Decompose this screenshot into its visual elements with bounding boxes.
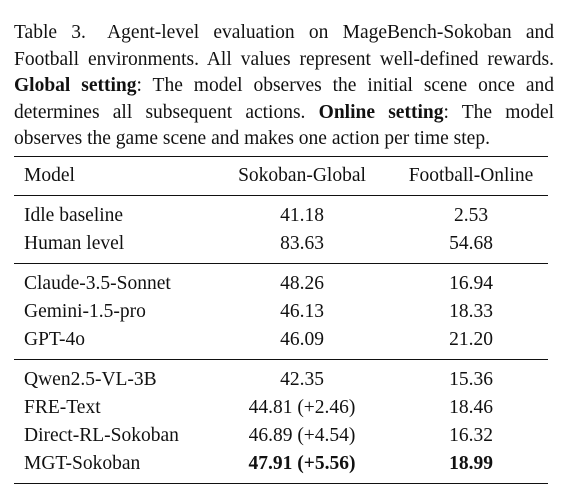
row-football: 18.46: [449, 397, 493, 418]
results-table: Model Sokoban-Global Football-Online Idl…: [14, 156, 548, 484]
row-football: 16.32: [449, 425, 493, 446]
online-setting-text: : The model observes the game scene and …: [14, 101, 555, 150]
row-model: Qwen2.5-VL-3B: [24, 369, 157, 390]
row-sokoban: 42.35: [280, 369, 324, 390]
row-sokoban-best: 47.91 (+5.56): [248, 453, 356, 474]
group-baselines: Idle baseline 41.18 2.53 Human level 83.…: [14, 195, 548, 264]
row-football: 15.36: [449, 369, 493, 390]
row-sokoban: 46.89 (+4.54): [248, 425, 356, 446]
group-proprietary-models: Claude-3.5-Sonnet 48.26 16.94 Gemini-1.5…: [14, 263, 548, 360]
row-football: 21.20: [449, 329, 493, 350]
table-row: Qwen2.5-VL-3B 42.35 15.36: [14, 360, 548, 395]
results-table-container: Model Sokoban-Global Football-Online Idl…: [14, 156, 548, 484]
row-sokoban: 41.18: [280, 205, 324, 226]
table-row: FRE-Text 44.81 (+2.46) 18.46: [14, 394, 548, 422]
row-model: MGT-Sokoban: [24, 453, 141, 474]
row-model: Gemini-1.5-pro: [24, 301, 146, 322]
table-row: GPT-4o 46.09 21.20: [14, 326, 548, 360]
row-football: 2.53: [453, 205, 489, 226]
table-row-best: MGT-Sokoban 47.91 (+5.56) 18.99: [14, 450, 548, 484]
header-model: Model: [24, 165, 75, 186]
table-header: Model Sokoban-Global Football-Online: [14, 156, 548, 196]
header-football-online: Football-Online: [408, 165, 534, 186]
row-model: Claude-3.5-Sonnet: [24, 273, 171, 294]
table-row: Gemini-1.5-pro 46.13 18.33: [14, 298, 548, 326]
row-model: GPT-4o: [24, 329, 86, 350]
global-setting-label: Global setting: [14, 75, 137, 96]
row-sokoban: 83.63: [280, 233, 324, 254]
row-sokoban: 44.81 (+2.46): [248, 397, 356, 418]
table-row: Idle baseline 41.18 2.53: [14, 196, 548, 231]
row-sokoban: 46.13: [280, 301, 324, 322]
group-trained-models: Qwen2.5-VL-3B 42.35 15.36 FRE-Text 44.81…: [14, 359, 548, 484]
caption-text: Agent-level evaluation on MageBench-Soko…: [14, 22, 554, 70]
table-row: Claude-3.5-Sonnet 48.26 16.94: [14, 264, 548, 299]
row-football: 54.68: [449, 233, 493, 254]
row-football-best: 18.99: [449, 453, 493, 474]
row-sokoban: 48.26: [280, 273, 324, 294]
row-model: Direct-RL-Sokoban: [24, 425, 179, 446]
row-model: Idle baseline: [24, 205, 124, 226]
row-model: FRE-Text: [24, 397, 101, 418]
table-caption: Table 3. Agent-level evaluation on MageB…: [14, 20, 554, 153]
row-model: Human level: [24, 233, 125, 254]
global-setting-text: : The model observes the initial scene o…: [14, 75, 554, 123]
header-sokoban-global: Sokoban-Global: [238, 165, 366, 186]
row-football: 16.94: [449, 273, 493, 294]
online-setting-label: Online setting: [318, 101, 444, 123]
row-sokoban: 46.09: [280, 329, 324, 350]
table-row: Direct-RL-Sokoban 46.89 (+4.54) 16.32: [14, 422, 548, 450]
header-row: Model Sokoban-Global Football-Online: [14, 156, 548, 196]
caption-label: Table 3.: [14, 22, 86, 43]
table-row: Human level 83.63 54.68: [14, 230, 548, 264]
row-football: 18.33: [449, 301, 493, 322]
